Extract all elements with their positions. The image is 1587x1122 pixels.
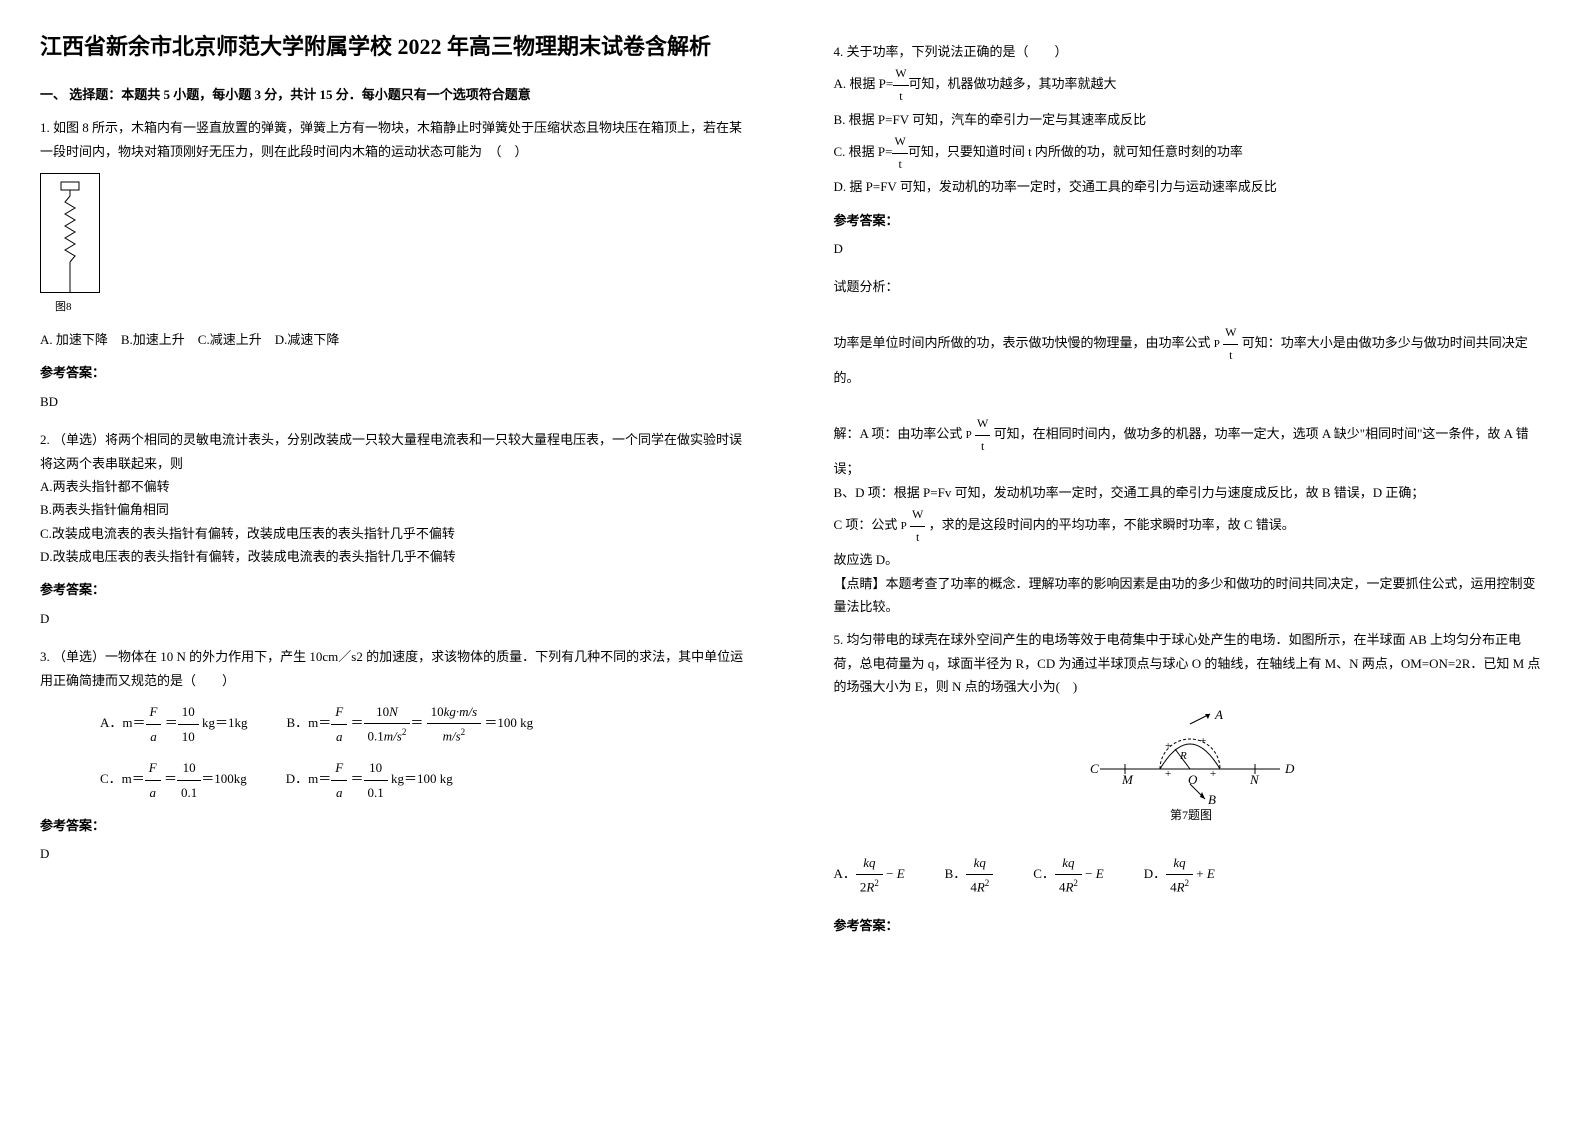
q4-comment: 【点睛】本题考查了功率的概念．理解功率的影响因素是由功的多少和做功的时间共同决定… [834, 572, 1548, 619]
q5-opt-d: D．kq4R2 + E [1144, 851, 1215, 899]
svg-text:O: O [1188, 772, 1198, 787]
q5-diagram-container: C M O N D A R + + + + [834, 709, 1548, 836]
q1-diagram [40, 173, 100, 293]
q3-answer-label: 参考答案： [40, 814, 754, 837]
svg-text:+: + [1200, 735, 1206, 747]
q4-opt-a: A. 根据 P=Wt可知，机器做功越多，其功率就越大 [834, 63, 1548, 107]
question-2: 2. （单选）将两个相同的灵敏电流计表头，分别改装成一只较大量程电流表和一只较大… [40, 428, 754, 630]
question-4: 4. 关于功率，下列说法正确的是（ ） A. 根据 P=Wt可知，机器做功越多，… [834, 40, 1548, 618]
svg-text:B: B [1208, 792, 1216, 807]
left-column: 江西省新余市北京师范大学附属学校 2022 年高三物理期末试卷含解析 一、 选择… [0, 0, 794, 1122]
q4-opta-post: 可知，机器做功越多，其功率就越大 [909, 76, 1117, 91]
q4-p1-pre: 功率是单位时间内所做的功，表示做功快慢的物理量，由功率公式 [834, 335, 1211, 350]
svg-text:N: N [1249, 772, 1260, 787]
question-5: 5. 均匀带电的球壳在球外空间产生的电场等效于电荷集中于球心处产生的电场．如图所… [834, 628, 1548, 937]
q5-opt-a: A．kq2R2 − E [834, 851, 905, 899]
q4-optc-pre: C. 根据 P= [834, 144, 893, 159]
right-column: 4. 关于功率，下列说法正确的是（ ） A. 根据 P=Wt可知，机器做功越多，… [794, 0, 1587, 1122]
exam-title: 江西省新余市北京师范大学附属学校 2022 年高三物理期末试卷含解析 [40, 30, 754, 63]
q4-analysis-p3: B、D 项：根据 P=Fv 可知，发动机功率一定时，交通工具的牵引力与速度成反比… [834, 481, 1548, 504]
q2-answer-label: 参考答案： [40, 578, 754, 601]
q4-analysis-p5: 故应选 D。 [834, 548, 1548, 571]
q4-analysis-label: 试题分析： [834, 275, 1548, 298]
q3-text: 3. （单选）一物体在 10 N 的外力作用下，产生 10cm／s2 的加速度，… [40, 645, 754, 692]
q4-analysis-p2: 解：A 项：由功率公式 P Wt 可知，在相同时间内，做功多的机器，功率一定大，… [834, 413, 1548, 481]
q2-opt-a: A.两表头指针都不偏转 [40, 475, 754, 498]
q4-analysis-p4: C 项：公式 P Wt ，求的是这段时间内的平均功率，不能求瞬时功率，故 C 错… [834, 504, 1548, 548]
section-header: 一、 选择题：本题共 5 小题，每小题 3 分，共计 15 分．每小题只有一个选… [40, 83, 754, 106]
q1-options: A. 加速下降 B.加速上升 C.减速上升 D.减速下降 [40, 328, 754, 351]
q1-diagram-label: 图8 [55, 298, 754, 318]
q1-answer: BD [40, 390, 754, 413]
q4-answer-label: 参考答案： [834, 209, 1548, 232]
svg-text:+: + [1165, 740, 1171, 752]
q4-p4-post: ，求的是这段时间内的平均功率，不能求瞬时功率，故 C 错误。 [929, 517, 1295, 532]
q5-text: 5. 均匀带电的球壳在球外空间产生的电场等效于电荷集中于球心处产生的电场．如图所… [834, 628, 1548, 698]
q2-opt-d: D.改装成电压表的表头指针有偏转，改装成电流表的表头指针几乎不偏转 [40, 545, 754, 568]
question-3: 3. （单选）一物体在 10 N 的外力作用下，产生 10cm／s2 的加速度，… [40, 645, 754, 865]
q4-opt-b: B. 根据 P=FV 可知，汽车的牵引力一定与其速率成反比 [834, 108, 1548, 131]
q3-formula-cd: C．m＝Fa ＝100.1＝100kg D．m＝Fa ＝100.1 kg＝100… [40, 756, 754, 804]
q4-optc-post: 可知，只要知道时间 t 内所做的功，就可知任意时刻的功率 [908, 144, 1243, 159]
q5-opt-b: B．kq4R2 [945, 851, 994, 899]
svg-text:M: M [1121, 772, 1134, 787]
q4-opt-d: D. 据 P=FV 可知，发动机的功率一定时，交通工具的牵引力与运动速率成反比 [834, 175, 1548, 198]
q2-opt-b: B.两表头指针偏角相同 [40, 498, 754, 521]
q3-answer: D [40, 842, 754, 865]
q4-opt-c: C. 根据 P=Wt可知，只要知道时间 t 内所做的功，就可知任意时刻的功率 [834, 131, 1548, 175]
q4-p2-pre: 解：A 项：由功率公式 [834, 426, 963, 441]
svg-text:C: C [1090, 761, 1099, 776]
q4-opta-pre: A. 根据 P= [834, 76, 894, 91]
q4-answer: D [834, 237, 1548, 260]
q4-analysis-p1: 功率是单位时间内所做的功，表示做功快慢的物理量，由功率公式 P Wt 可知：功率… [834, 322, 1548, 390]
q2-answer: D [40, 607, 754, 630]
q5-opt-c: C．kq4R2 − E [1033, 851, 1103, 899]
q5-options: A．kq2R2 − E B．kq4R2 C．kq4R2 − E D．kq4R2 … [834, 851, 1548, 899]
question-1: 1. 如图 8 所示，木箱内有一竖直放置的弹簧，弹簧上方有一物块，木箱静止时弹簧… [40, 116, 754, 413]
hemisphere-diagram-icon: C M O N D A R + + + + [1070, 709, 1310, 829]
q4-text: 4. 关于功率，下列说法正确的是（ ） [834, 40, 1548, 63]
svg-text:A: A [1214, 709, 1223, 722]
spring-box-icon [41, 174, 99, 292]
q2-opt-c: C.改装成电流表的表头指针有偏转，改装成电压表的表头指针几乎不偏转 [40, 522, 754, 545]
q2-text: 2. （单选）将两个相同的灵敏电流计表头，分别改装成一只较大量程电流表和一只较大… [40, 428, 754, 475]
svg-text:+: + [1210, 768, 1216, 780]
q3-formula-ab: A．m＝Fa ＝1010 kg＝1kg B．m＝Fa ＝10N0.1m/s2＝ … [40, 700, 754, 748]
svg-text:第7题图: 第7题图 [1170, 808, 1212, 822]
q1-answer-label: 参考答案： [40, 361, 754, 384]
svg-text:D: D [1284, 761, 1295, 776]
svg-text:R: R [1179, 750, 1187, 762]
q1-text: 1. 如图 8 所示，木箱内有一竖直放置的弹簧，弹簧上方有一物块，木箱静止时弹簧… [40, 116, 754, 163]
q5-answer-label: 参考答案： [834, 914, 1548, 937]
q4-p4-pre: C 项：公式 [834, 517, 898, 532]
svg-text:+: + [1165, 768, 1171, 780]
